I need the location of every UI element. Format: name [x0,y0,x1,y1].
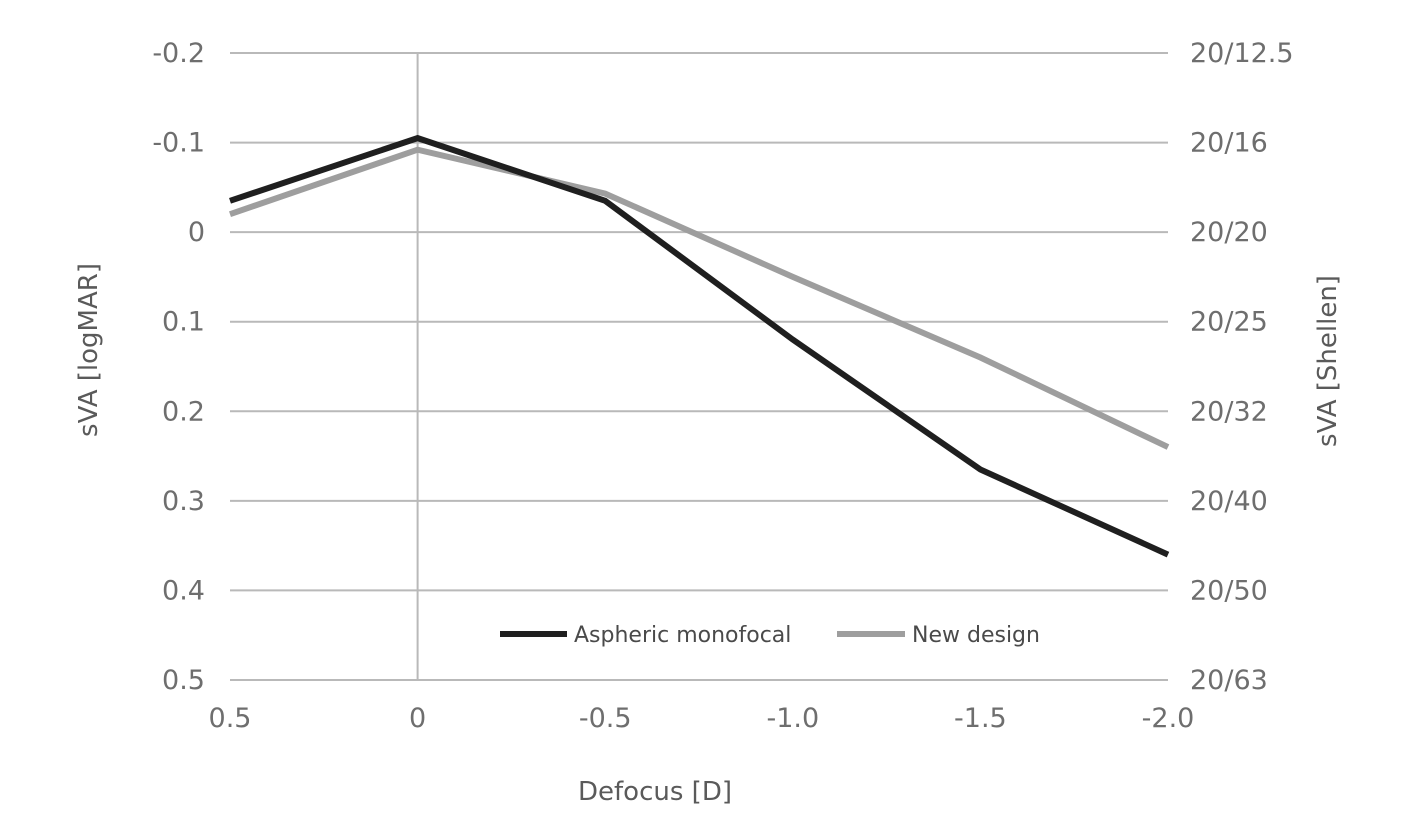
x-axis-title: Defocus [D] [578,777,732,807]
y-tick-label-left: 0.2 [162,396,205,427]
grid-layer [230,52,1168,681]
legend-label: New design [912,623,1040,648]
legend-label: Aspheric monofocal [574,623,791,648]
legend: Aspheric monofocal New design [500,623,1040,648]
y-tick-label-left: -0.1 [152,128,205,159]
x-tick-label: -0.5 [579,703,632,734]
x-tick-label: -2.0 [1142,703,1195,734]
y-tick-label-right: 20/16 [1190,128,1268,159]
y-tick-label-right: 20/50 [1190,575,1268,606]
x-tick-label: 0.5 [209,703,252,734]
y-tick-label-left: 0.1 [162,307,205,338]
x-tick-label: -1.5 [954,703,1007,734]
series-line-new-design [229,146,1170,450]
y-tick-label-right: 20/20 [1190,217,1268,248]
y-tick-label-left: 0.4 [162,575,205,606]
y-tick-label-right: 20/63 [1190,665,1268,696]
y-tick-label-left: -0.2 [152,38,205,69]
y-tick-label-right: 20/40 [1190,486,1268,517]
series-layer [229,134,1170,558]
series-line-aspheric-monofocal [229,134,1170,558]
y-tick-label-left: 0 [188,217,205,248]
x-tick-label: 0 [409,703,426,734]
y-tick-label-left: 0.5 [162,665,205,696]
y-tick-label-right: 20/25 [1190,307,1268,338]
x-tick-label: -1.0 [766,703,819,734]
ticks-layer: -0.2 20/12.5 -0.1 20/16 0 20/20 0.1 20/25 0.2 20/… [152,38,1293,734]
y-tick-label-right: 20/32 [1190,396,1268,427]
y-axis-title-right: sVA [Shellen] [1313,275,1343,447]
y-axis-title-left: sVA [logMAR] [74,263,104,437]
y-tick-label-right: 20/12.5 [1190,38,1294,69]
y-tick-label-left: 0.3 [162,486,205,517]
